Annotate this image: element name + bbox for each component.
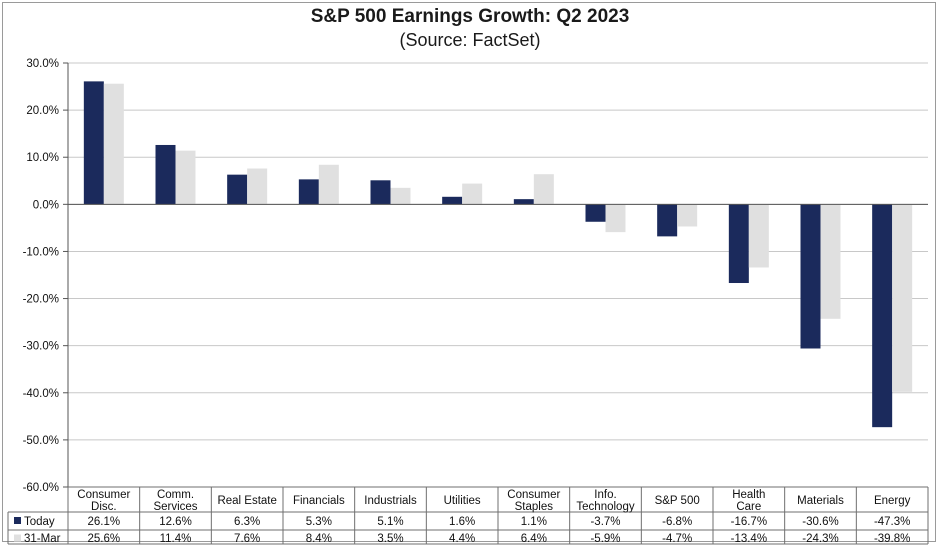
data-label: -4.7% [662,533,692,545]
data-label: 11.4% [160,533,192,545]
category-label: Materials [797,495,844,507]
chart-subtitle: (Source: FactSet) [399,30,541,50]
y-tick-label: -30.0% [23,341,59,353]
data-label: -39.8% [874,533,910,545]
category-label: Utilities [444,495,481,507]
data-label: -3.7% [590,516,620,528]
data-label: -16.7% [731,516,767,528]
y-tick-label: -50.0% [23,435,59,447]
bar-31-mar [318,164,339,205]
category-label: Real Estate [217,495,276,507]
bar-31-mar [892,204,913,392]
y-tick-label: 30.0% [26,58,59,70]
data-label: -13.4% [731,533,767,545]
data-label: -6.8% [662,516,692,528]
y-tick-label: 0.0% [33,199,59,211]
data-label: -47.3% [874,516,910,528]
legend-label: 31-Mar [24,533,61,545]
data-label: 5.1% [377,516,403,528]
bar-31-mar [247,168,268,205]
category-label: Comm. [157,489,194,501]
data-label: 7.6% [234,533,260,545]
data-label: 5.3% [306,516,332,528]
y-tick-label: -10.0% [23,246,59,258]
bar-today [657,204,678,237]
bar-today [513,199,534,205]
category-label: Info. [594,489,616,501]
bar-today [872,204,893,428]
chart-title: S&P 500 Earnings Growth: Q2 2023 [310,6,630,27]
y-tick-label: -20.0% [23,294,59,306]
bar-today [298,179,319,205]
bar-31-mar [605,204,626,233]
y-tick-label: 10.0% [26,152,59,164]
bar-today [585,204,606,222]
data-label: 4.4% [449,533,475,545]
legend-key-31-mar [14,534,21,542]
bar-31-mar [533,174,554,205]
category-label: Health [732,489,765,501]
bar-31-mar [390,187,411,205]
category-label: Consumer [507,489,560,501]
bar-today [83,81,104,205]
bar-today [800,204,821,349]
bar-today [155,144,176,205]
category-label: Financials [293,495,345,507]
data-label: -24.3% [802,533,838,545]
category-label: Disc. [91,501,117,513]
data-label: 1.6% [449,516,475,528]
bar-31-mar [103,83,124,205]
category-label: Consumer [77,489,130,501]
data-label: 25.6% [88,533,121,545]
data-label: -5.9% [590,533,620,545]
data-label: 6.4% [521,533,547,545]
legend-label: Today [24,516,55,528]
bar-31-mar [677,204,698,227]
data-label: 8.4% [306,533,332,545]
bar-31-mar [462,183,483,205]
data-label: 26.1% [88,516,121,528]
bar-today [370,180,391,205]
category-label: Energy [874,495,911,507]
data-label: 1.1% [521,516,547,528]
bar-today [728,204,749,284]
category-label: Technology [576,501,634,513]
y-tick-label: -40.0% [23,388,59,400]
y-tick-label: -60.0% [23,482,59,494]
bar-today [227,174,248,205]
data-label: 12.6% [159,516,192,528]
category-label: Staples [515,501,554,513]
data-label: 3.5% [377,533,403,545]
y-tick-label: 20.0% [26,105,59,117]
bar-today [442,196,463,205]
category-label: Industrials [364,495,417,507]
data-label: -30.6% [802,516,838,528]
bar-31-mar [820,204,841,319]
category-label: Care [736,501,761,513]
data-label: 6.3% [234,516,260,528]
legend-key-today [14,517,21,524]
bar-31-mar [175,150,196,205]
category-label: Services [153,501,197,513]
bar-31-mar [748,204,769,268]
category-label: S&P 500 [655,495,700,507]
